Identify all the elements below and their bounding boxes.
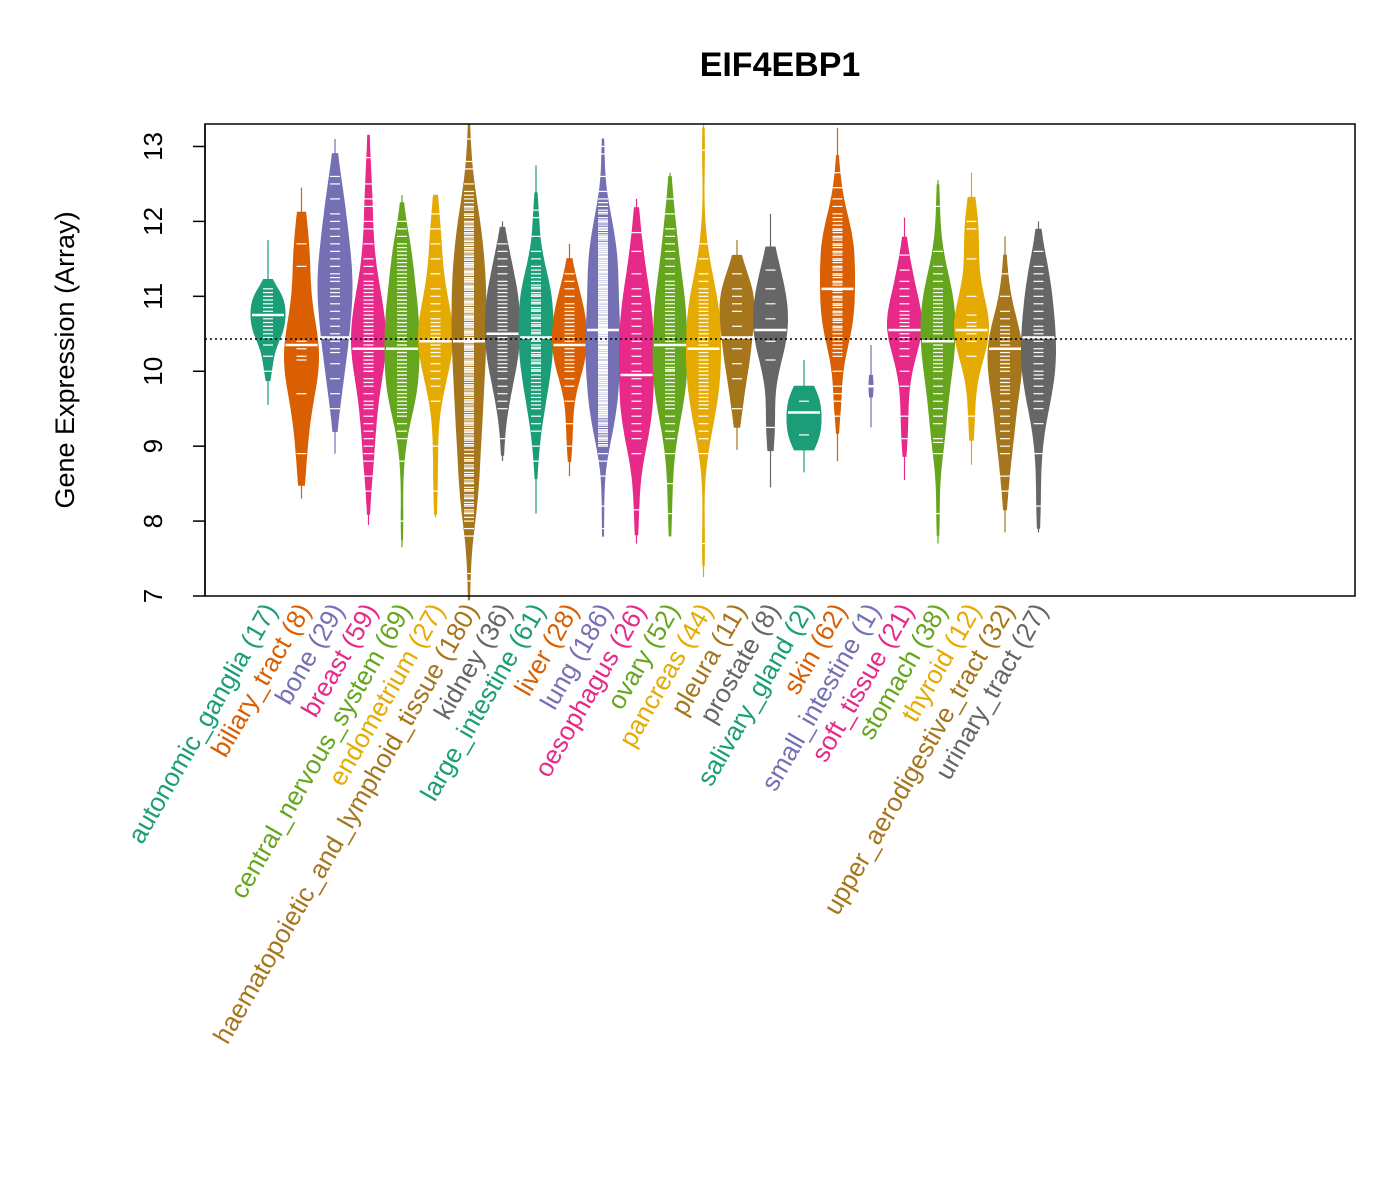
violin-group <box>652 172 688 537</box>
violin-group <box>351 134 386 525</box>
violin-group <box>987 236 1023 533</box>
violin-shape <box>753 246 788 452</box>
violin-group <box>384 195 420 548</box>
violin-group <box>1021 221 1056 533</box>
y-tick-label: 9 <box>138 439 168 453</box>
x-category-label: autonomic_ganglia (17) <box>121 598 283 848</box>
violin-group <box>953 172 990 465</box>
violin-group <box>417 194 454 518</box>
violin-group <box>317 138 353 454</box>
violin-group <box>686 124 721 578</box>
violin-shape <box>417 194 454 515</box>
violin-group <box>820 127 855 462</box>
plot-area <box>205 123 1355 601</box>
violin-group <box>753 213 788 488</box>
violin-shape <box>351 134 386 515</box>
violin-shape <box>820 155 855 434</box>
violin-group <box>920 180 956 544</box>
violin-group <box>887 217 922 480</box>
violin-group <box>855 345 887 428</box>
y-tick-label: 13 <box>138 132 168 161</box>
chart-title: EIF4EBP1 <box>700 46 861 84</box>
y-tick-label: 11 <box>138 283 168 310</box>
violin-group <box>284 187 319 499</box>
violin-shape <box>518 192 554 480</box>
violin-group <box>451 123 487 601</box>
violin-group <box>552 243 587 477</box>
violin-group <box>250 240 286 405</box>
y-tick-label: 10 <box>138 357 168 386</box>
y-axis-label: Gene Expression (Array) <box>50 211 80 508</box>
violin-group <box>619 198 654 544</box>
violin-group <box>719 240 755 450</box>
violin-group <box>786 360 822 473</box>
violin-shape <box>953 196 990 441</box>
violin-group <box>585 138 621 537</box>
x-axis-labels: autonomic_ganglia (17)biliary_tract (8)b… <box>121 598 1053 1049</box>
y-tick-label: 8 <box>138 514 168 528</box>
y-tick-label: 12 <box>138 207 168 236</box>
violin-shape <box>686 127 721 567</box>
y-tick-label: 7 <box>138 589 168 603</box>
y-axis: 7 8 9 10 11 12 13 <box>138 124 206 603</box>
violin-shape <box>719 254 755 428</box>
violin-group <box>518 165 554 514</box>
violin-shape <box>786 385 822 451</box>
violin-shape <box>887 236 922 457</box>
violin-group <box>485 221 520 462</box>
